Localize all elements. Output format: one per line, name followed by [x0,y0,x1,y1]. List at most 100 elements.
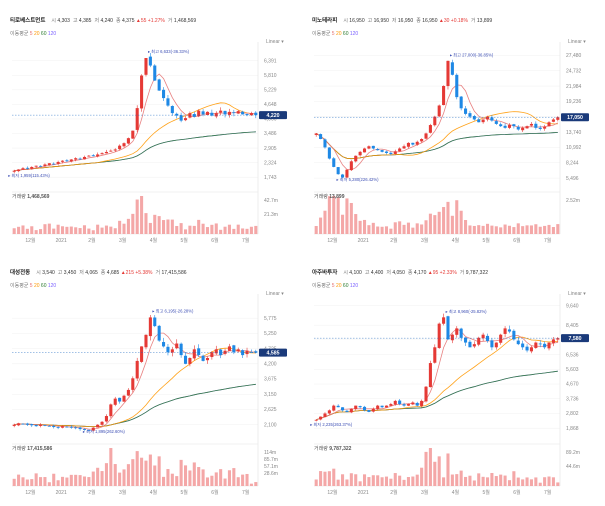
ma-period-60: 60 [40,283,48,289]
volume-bar [122,469,126,486]
candle-body [205,358,210,361]
stock-name: 미노테라피 [312,18,338,24]
change-value: ▲95 +2.33% [426,270,457,276]
candle-body [402,404,406,406]
y-tick-label: 9,640 [566,303,579,309]
volume-bar [179,223,183,234]
candle-body [556,117,560,120]
volume-bar [349,202,353,234]
y-tick-label: 2,905 [264,146,277,152]
scale-selector[interactable]: Linear ▾ [266,291,284,297]
scale-selector[interactable]: Linear ▾ [568,291,586,297]
candle-body [551,339,555,343]
candle-body [170,349,174,353]
close-value: 4,170 [412,270,427,276]
y-tick-label: 19,236 [566,99,582,105]
candle-body [39,165,43,167]
volume-bar [100,471,104,486]
candle-body [214,349,218,354]
candle-body [384,405,389,408]
volume-bar [314,479,318,486]
ma-period-5: 5 [29,31,34,37]
y-tick-label: 2,625 [264,407,277,413]
volume-bar [525,225,529,234]
candle-body [314,133,318,135]
scale-selector[interactable]: Linear ▾ [568,39,586,45]
volume-bar [354,474,358,486]
volume-bar [371,222,375,234]
candle-body [420,139,424,142]
volume-bar [25,479,29,486]
candle-body [354,405,358,410]
volume-label: 거래량 9,787,322 [314,445,351,452]
volume-bar [39,477,43,486]
candle-body [472,116,476,120]
volume-bar [411,227,415,234]
y-tick-label: 2,324 [264,160,277,166]
volume-bar [512,227,516,234]
volume-bar [12,228,16,234]
y-tick-label: 27,480 [566,53,582,59]
volume-bar [254,482,258,486]
volume-header-label: 거 [470,18,476,24]
price-badge-value: 17,050 [567,115,583,121]
volume-bar [529,479,533,486]
ma120-line [316,370,558,421]
y-tick-label: 2,802 [566,411,579,417]
candle-body [192,114,196,117]
candlestick-chart: 5,7755,2504,7254,2003,6753,1502,6252,100… [12,294,287,496]
candle-body [109,404,113,417]
x-tick-label: 6월 [211,237,219,244]
candle-body [157,79,161,91]
volume-bar [60,226,65,234]
ma5-line [14,332,256,430]
volume-bar [157,216,161,234]
candle-body [389,152,393,155]
candle-body [507,329,512,332]
candle-body [468,341,472,348]
volume-bar [494,476,498,486]
ma120-line [315,132,558,160]
candle-body [122,395,126,402]
ma20-line [14,347,256,428]
volume-header-value: 1,468,569 [172,18,197,24]
volume-bar [345,198,349,234]
candle-body [21,423,25,425]
high-annotation: ▸ 최고 6,195(-26.28%) [152,307,194,314]
candle-body [547,122,551,127]
volume-bar [512,471,516,486]
volume-bar [47,482,51,486]
volume-bar [241,228,245,234]
volume-bar [521,479,525,486]
volume-bar [314,226,318,234]
volume-bar [87,228,91,234]
x-tick-label: 4월 [150,237,158,244]
candle-body [135,108,139,130]
open-value: 16,950 [347,18,365,24]
candle-body [481,334,485,339]
x-tick-label: 6월 [513,489,521,496]
y-tick-label: 4,648 [264,102,277,108]
volume-bar [118,472,122,486]
volume-bar [485,223,490,234]
candle-body [87,429,91,431]
volume-value: 9,787,322 [329,446,352,452]
candle-body [415,141,419,145]
volume-bar [319,471,323,486]
candle-body [82,429,87,430]
volume-bar [96,224,100,234]
volume-bar [543,477,547,486]
candle-body [65,160,69,162]
volume-bar [367,477,371,486]
candle-body [113,398,117,405]
candle-body [538,343,542,345]
candle-body [406,142,410,147]
volume-bar [411,476,415,486]
candle-body [446,316,450,340]
candle-body [551,119,555,122]
volume-bar [459,210,463,234]
volume-label: 거래량 1,468,569 [12,193,49,200]
scale-selector[interactable]: Linear ▾ [266,39,284,45]
candle-body [60,160,65,162]
volume-bar [398,475,402,486]
